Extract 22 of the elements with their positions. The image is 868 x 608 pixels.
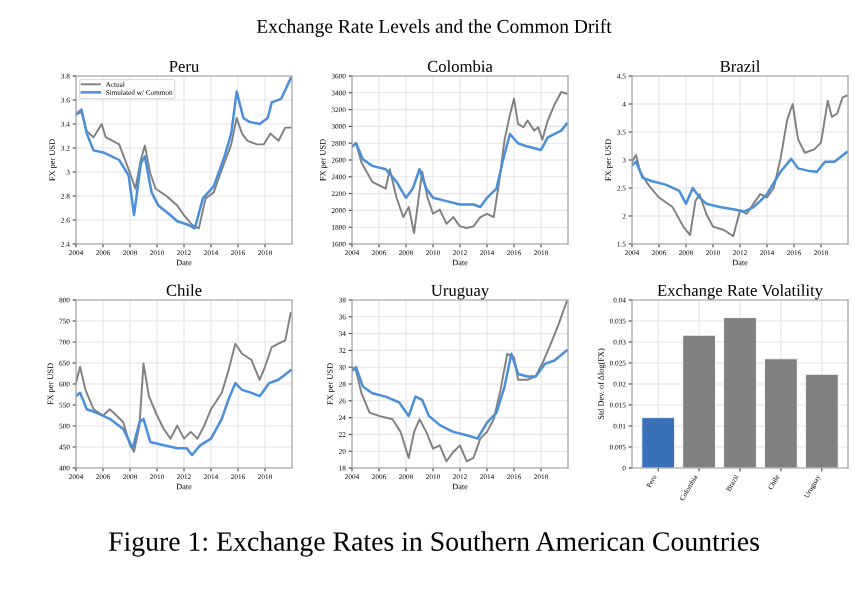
line-series bbox=[352, 90, 568, 235]
bar bbox=[723, 317, 757, 468]
bar bbox=[764, 358, 798, 468]
text: Exchange Rate Levels and the Common Drift bbox=[256, 19, 612, 37]
line-series bbox=[632, 150, 848, 213]
bar bbox=[682, 334, 716, 468]
chart-title: Colombia bbox=[427, 60, 493, 72]
line-series bbox=[352, 122, 568, 209]
bar bbox=[805, 373, 839, 468]
chart-title: Uruguay bbox=[431, 284, 490, 300]
chart-title: Brazil bbox=[720, 60, 761, 72]
line-series bbox=[76, 368, 292, 457]
chart-title: Chile bbox=[166, 284, 202, 296]
line-series bbox=[352, 349, 568, 440]
line-series bbox=[76, 312, 292, 453]
line-series bbox=[76, 111, 292, 230]
line-series bbox=[632, 94, 848, 238]
chart-title: Exchange Rate Volatility bbox=[657, 284, 823, 300]
chart-title: Peru bbox=[169, 60, 199, 72]
line-series bbox=[352, 300, 568, 463]
bar bbox=[641, 417, 675, 468]
caption: Figure 1: Exchange Rates in Southern American Countries bbox=[108, 531, 759, 557]
